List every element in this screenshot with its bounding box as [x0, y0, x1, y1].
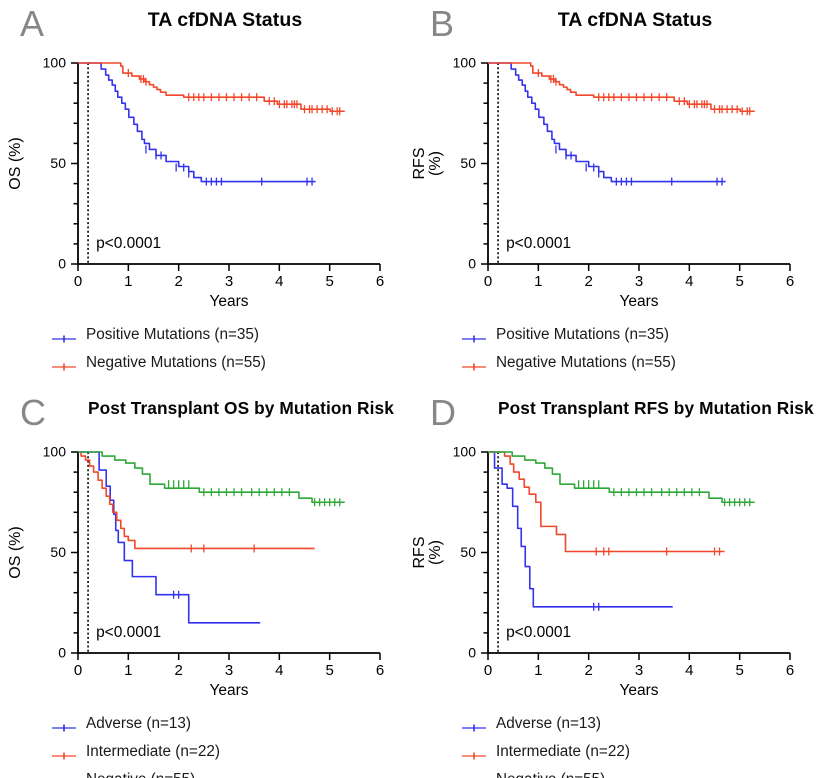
svg-text:4: 4: [685, 662, 693, 679]
svg-text:(%): (%): [427, 540, 444, 565]
svg-text:2: 2: [174, 273, 182, 290]
svg-text:6: 6: [786, 273, 794, 290]
svg-text:5: 5: [735, 273, 743, 290]
svg-text:50: 50: [50, 544, 66, 560]
svg-text:4: 4: [275, 273, 283, 290]
svg-text:0: 0: [58, 645, 66, 661]
svg-text:0: 0: [74, 273, 82, 290]
svg-text:0: 0: [468, 645, 476, 661]
svg-text:(%): (%): [427, 151, 444, 176]
svg-text:100: 100: [43, 55, 67, 71]
svg-text:RFS: RFS: [411, 537, 428, 569]
svg-text:3: 3: [225, 662, 233, 679]
svg-text:0: 0: [468, 256, 476, 272]
svg-text:1: 1: [534, 662, 542, 679]
svg-text:2: 2: [174, 662, 182, 679]
svg-text:6: 6: [376, 662, 384, 679]
svg-text:RFS: RFS: [411, 148, 428, 180]
svg-text:p<0.0001: p<0.0001: [96, 235, 161, 252]
svg-text:0: 0: [484, 273, 492, 290]
svg-text:OS (%): OS (%): [7, 137, 24, 189]
svg-text:100: 100: [453, 55, 477, 71]
svg-text:2: 2: [584, 273, 592, 290]
svg-text:5: 5: [735, 662, 743, 679]
svg-text:Years: Years: [209, 682, 248, 699]
svg-text:5: 5: [325, 273, 333, 290]
svg-text:OS (%): OS (%): [7, 526, 24, 578]
svg-text:4: 4: [685, 273, 693, 290]
svg-text:Years: Years: [209, 293, 248, 310]
svg-text:Years: Years: [619, 682, 658, 699]
svg-text:Years: Years: [619, 293, 658, 310]
svg-text:1: 1: [124, 273, 132, 290]
svg-text:3: 3: [635, 273, 643, 290]
svg-text:100: 100: [453, 444, 477, 460]
svg-text:3: 3: [635, 662, 643, 679]
svg-text:3: 3: [225, 273, 233, 290]
svg-text:4: 4: [275, 662, 283, 679]
svg-text:0: 0: [58, 256, 66, 272]
svg-text:50: 50: [460, 155, 476, 171]
svg-text:1: 1: [534, 273, 542, 290]
svg-text:0: 0: [74, 662, 82, 679]
svg-text:50: 50: [50, 155, 66, 171]
svg-text:1: 1: [124, 662, 132, 679]
svg-text:p<0.0001: p<0.0001: [506, 624, 571, 641]
svg-text:5: 5: [325, 662, 333, 679]
svg-text:50: 50: [460, 544, 476, 560]
svg-text:0: 0: [484, 662, 492, 679]
svg-text:2: 2: [584, 662, 592, 679]
svg-text:6: 6: [376, 273, 384, 290]
svg-text:p<0.0001: p<0.0001: [96, 624, 161, 641]
svg-text:100: 100: [43, 444, 67, 460]
svg-text:p<0.0001: p<0.0001: [506, 235, 571, 252]
svg-text:6: 6: [786, 662, 794, 679]
